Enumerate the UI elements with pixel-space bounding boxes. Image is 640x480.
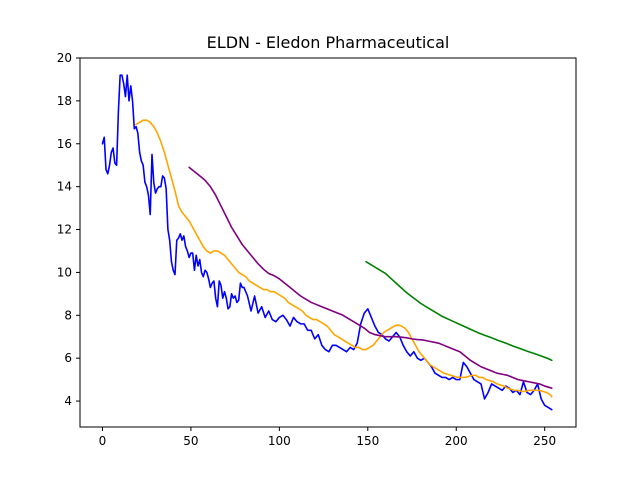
series-line-20-day-ma	[135, 119, 553, 398]
y-tick-label: 14	[57, 180, 72, 194]
series-line-50-day-ma	[188, 166, 553, 389]
x-tick-label: 150	[356, 434, 379, 448]
x-axis: 0 50 100 150 200 250	[99, 427, 556, 448]
y-tick-label: 6	[64, 351, 72, 365]
series-line-price	[101, 74, 553, 411]
axes-frame	[79, 57, 577, 428]
y-tick-label: 10	[57, 265, 72, 279]
x-tick-label: 50	[183, 434, 198, 448]
x-tick-label: 250	[533, 434, 556, 448]
y-tick-label: 8	[64, 308, 72, 322]
y-tick-label: 18	[57, 94, 72, 108]
x-tick-label: 0	[99, 434, 107, 448]
y-tick-label: 12	[57, 223, 72, 237]
x-tick-label: 100	[268, 434, 291, 448]
y-axis: 4 6 8 10 12 14 16 18 20	[57, 51, 80, 408]
plot-series	[101, 74, 553, 411]
x-tick-label: 200	[445, 434, 468, 448]
chart-title: ELDN - Eledon Pharmaceutical	[207, 33, 450, 52]
y-tick-label: 4	[64, 394, 72, 408]
y-tick-label: 20	[57, 51, 72, 65]
series-line-100-day-ma	[365, 260, 553, 362]
y-tick-label: 16	[57, 137, 72, 151]
